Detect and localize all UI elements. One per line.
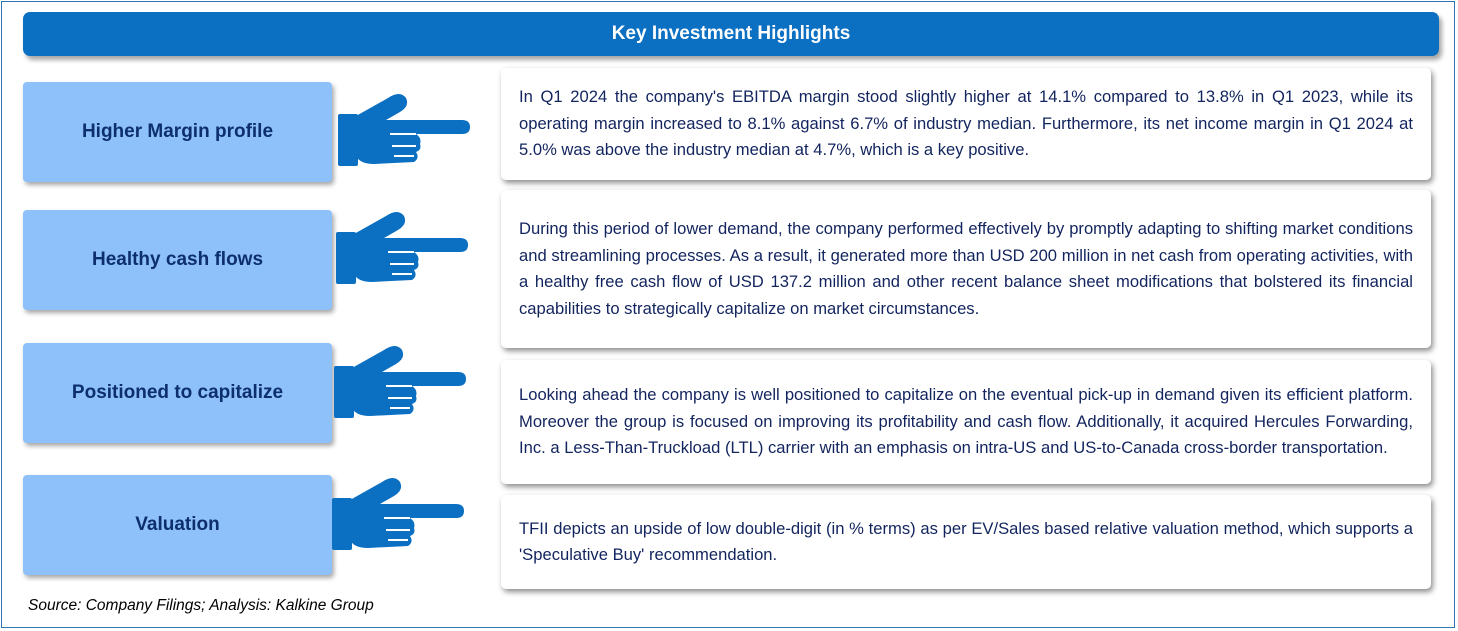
pointing-hand-icon [338, 94, 470, 166]
highlight-paragraph: During this period of lower demand, the … [519, 219, 1413, 318]
highlight-paragraph: TFII depicts an upside of low double-dig… [519, 518, 1413, 565]
pointing-hand-icon [332, 478, 464, 550]
highlight-label-margin: Higher Margin profile [23, 82, 332, 182]
page-title: Key Investment Highlights [23, 12, 1439, 56]
highlight-text-valuation: TFII depicts an upside of low double-dig… [501, 495, 1431, 589]
highlight-paragraph: Looking ahead the company is well positi… [519, 385, 1413, 458]
pointing-hand-icon [336, 212, 468, 284]
highlight-label-positioned: Positioned to capitalize [23, 343, 332, 443]
highlight-paragraph: In Q1 2024 the company's EBITDA margin s… [519, 87, 1413, 160]
source-note: Source: Company Filings; Analysis: Kalki… [28, 597, 374, 614]
highlight-label-valuation: Valuation [23, 475, 332, 575]
pointing-hand-icon [334, 346, 466, 418]
highlight-text-cash-flows: During this period of lower demand, the … [501, 190, 1431, 348]
highlight-text-margin: In Q1 2024 the company's EBITDA margin s… [501, 68, 1431, 180]
highlight-label-cash-flows: Healthy cash flows [23, 210, 332, 310]
highlight-text-positioned: Looking ahead the company is well positi… [501, 360, 1431, 484]
